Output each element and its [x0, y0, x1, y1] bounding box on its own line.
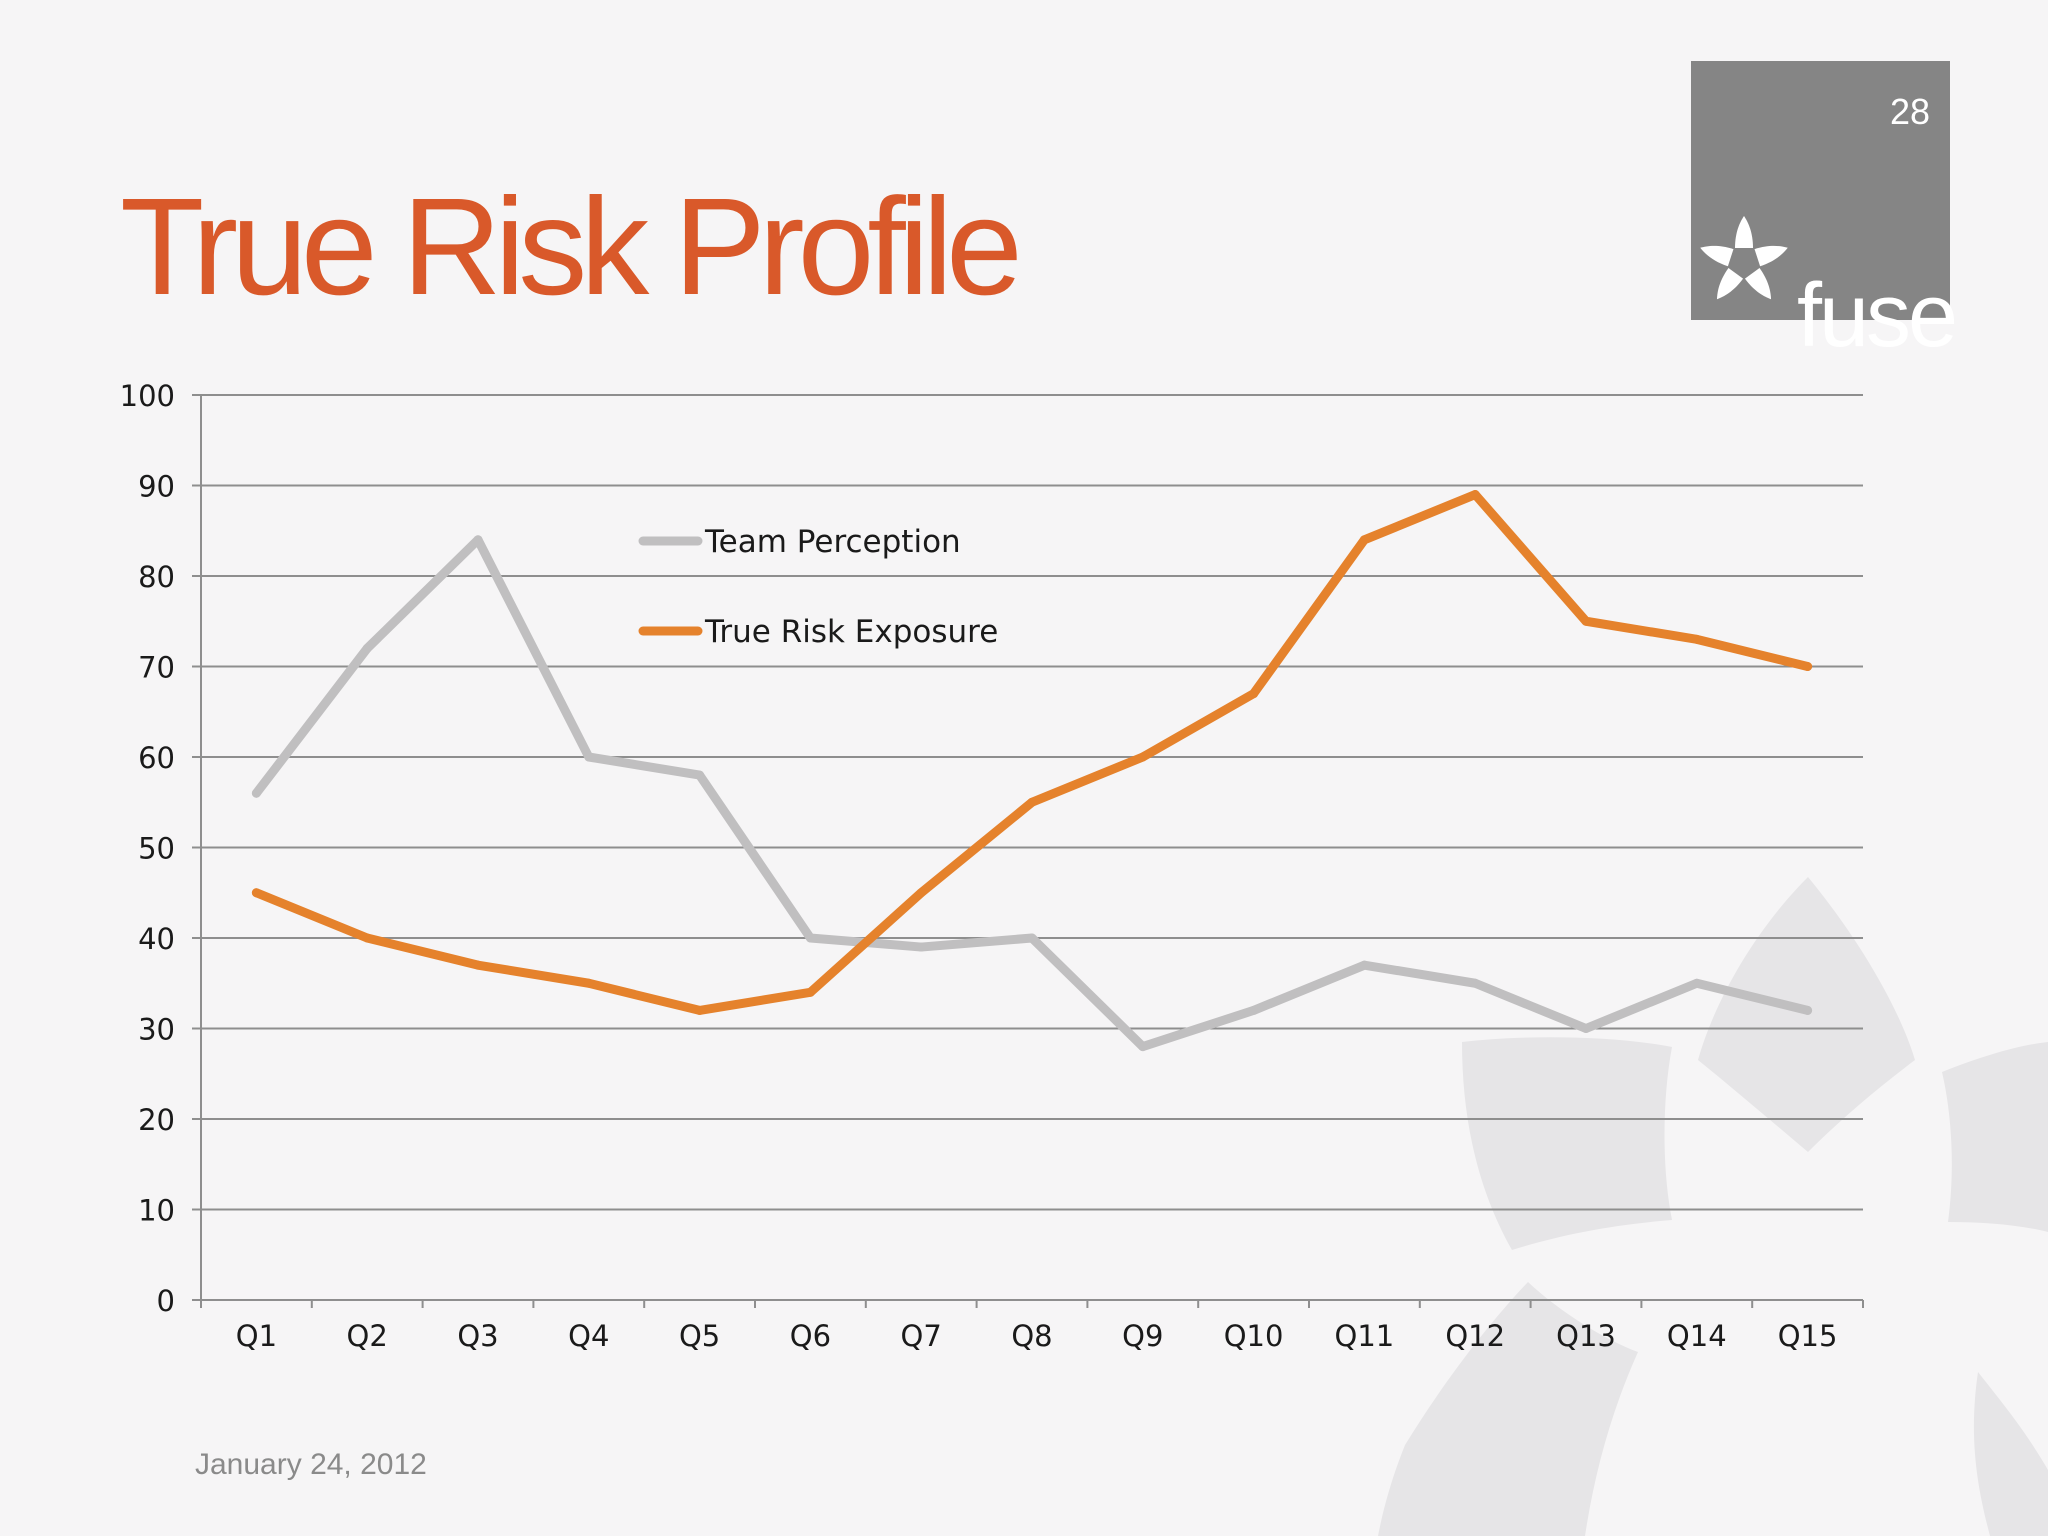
data-point — [473, 535, 483, 545]
data-point — [251, 888, 261, 898]
x-tick-label: Q1 — [236, 1319, 277, 1353]
data-point — [1138, 752, 1148, 762]
data-point — [1470, 490, 1480, 500]
brand-logo-text: fuse — [1797, 266, 1958, 366]
y-tick-label: 90 — [138, 470, 175, 504]
data-point — [1581, 616, 1591, 626]
data-point — [1692, 634, 1702, 644]
x-tick-label: Q4 — [568, 1319, 609, 1353]
data-point — [916, 888, 926, 898]
data-point — [695, 770, 705, 780]
footer-date: January 24, 2012 — [195, 1448, 427, 1481]
series-line-true-risk-exposure — [251, 490, 1813, 1015]
y-tick-label: 100 — [120, 379, 175, 413]
y-tick-label: 30 — [138, 1013, 175, 1047]
data-point — [473, 960, 483, 970]
data-point — [1027, 797, 1037, 807]
y-tick-label: 50 — [138, 832, 175, 866]
y-tick-label: 40 — [138, 922, 175, 956]
logo-panel: 28 fuse — [1691, 61, 1958, 361]
y-tick-label: 60 — [138, 741, 175, 775]
data-point — [1581, 1024, 1591, 1033]
x-tick-label: Q8 — [1011, 1319, 1052, 1353]
data-point — [584, 978, 594, 988]
data-point — [251, 788, 261, 798]
y-tick-label: 10 — [138, 1194, 175, 1228]
data-point — [805, 987, 815, 997]
x-tick-label: Q15 — [1778, 1319, 1838, 1353]
x-tick-label: Q11 — [1335, 1319, 1395, 1353]
fuse-flower-icon — [1700, 216, 1788, 300]
x-tick-label: Q9 — [1122, 1319, 1163, 1353]
data-point — [1359, 960, 1369, 970]
x-tick-label: Q2 — [347, 1319, 388, 1353]
y-tick-label: 70 — [138, 651, 175, 685]
data-point — [1249, 1005, 1259, 1015]
data-point — [362, 643, 372, 653]
data-point — [1803, 1005, 1813, 1015]
x-tick-label: Q7 — [901, 1319, 942, 1353]
page-number: 28 — [1889, 91, 1930, 132]
x-tick-label: Q6 — [790, 1319, 831, 1353]
x-tick-label: Q10 — [1224, 1319, 1284, 1353]
data-point — [1470, 978, 1480, 988]
x-tick-label: Q14 — [1667, 1319, 1727, 1353]
slide-title: True Risk Profile — [120, 170, 1023, 324]
data-point — [1692, 978, 1702, 988]
data-point — [584, 752, 594, 762]
data-point — [362, 933, 372, 943]
data-point — [1249, 689, 1259, 699]
data-point — [916, 942, 926, 952]
x-tick-label: Q3 — [457, 1319, 498, 1353]
y-tick-label: 20 — [138, 1103, 175, 1137]
data-point — [1359, 535, 1369, 545]
data-point — [1138, 1042, 1148, 1052]
y-tick-label: 0 — [157, 1284, 175, 1318]
x-tick-label: Q13 — [1556, 1319, 1616, 1353]
x-tick-label: Q5 — [679, 1319, 720, 1353]
legend-label: True Risk Exposure — [704, 614, 998, 650]
legend-label: Team Perception — [704, 524, 961, 560]
y-tick-label: 80 — [138, 560, 175, 594]
data-point — [1803, 662, 1813, 671]
x-tick-label: Q12 — [1445, 1319, 1505, 1353]
data-point — [695, 1005, 705, 1015]
data-point — [1027, 933, 1037, 943]
data-point — [805, 933, 815, 943]
